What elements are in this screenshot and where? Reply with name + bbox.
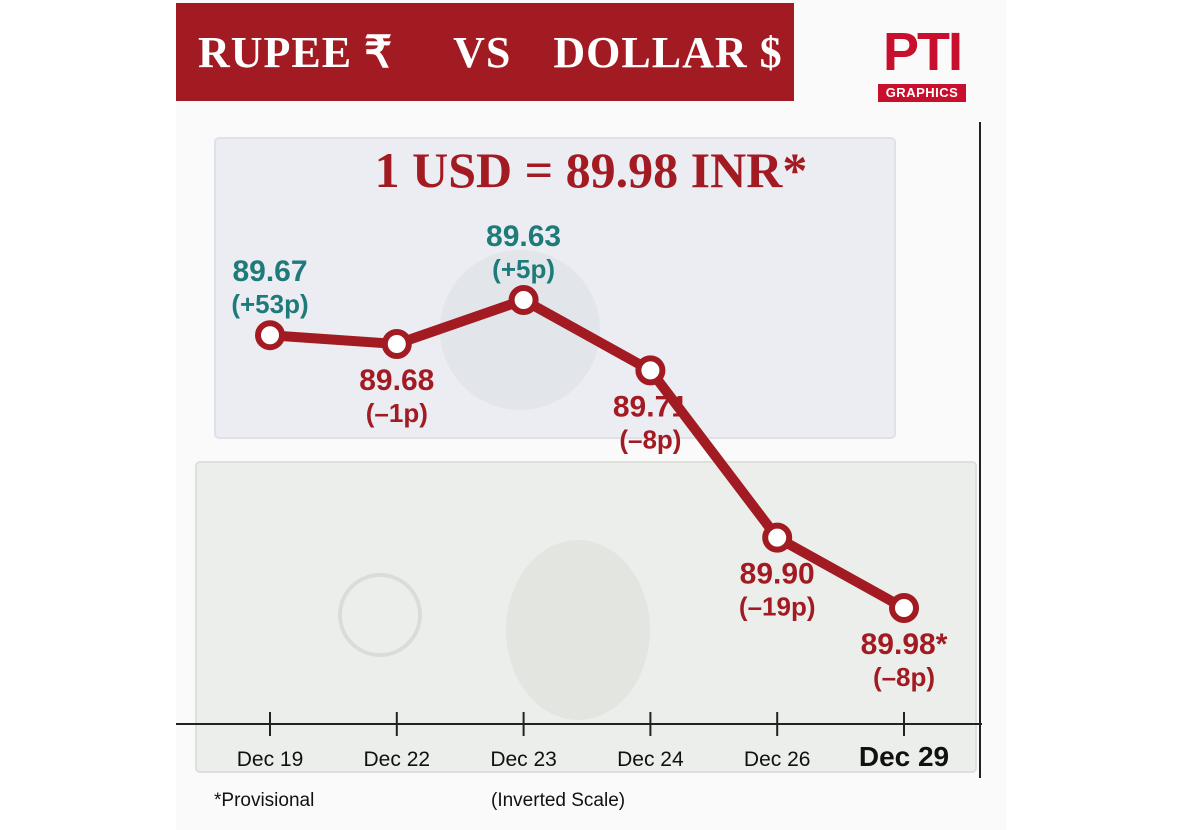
dollar-note-portrait [506, 540, 650, 720]
banner-dollar: DOLLAR $ [553, 27, 783, 77]
data-change-label: (–8p) [873, 662, 935, 692]
x-tick-labels: Dec 19 Dec 22 Dec 23 Dec 24 Dec 26 Dec 29 [237, 741, 949, 772]
pti-logo-mark: PTI [876, 22, 968, 82]
x-tick-label: Dec 19 [237, 748, 304, 771]
x-ticks [269, 712, 905, 736]
data-points [255, 285, 919, 623]
pti-logo-subtitle: GRAPHICS [878, 84, 966, 102]
data-change-label: (–8p) [619, 424, 681, 454]
rate-headline: 1 USD = 89.98 INR* [374, 142, 808, 198]
provisional-footnote: *Provisional [214, 790, 315, 811]
dollar-note-seal [338, 573, 422, 657]
series-line [265, 295, 909, 613]
data-value-label: 89.90 [740, 558, 815, 591]
data-point [255, 320, 285, 351]
data-point [508, 285, 539, 315]
x-tick-label: Dec 26 [744, 748, 811, 771]
x-tick-label: Dec 24 [617, 748, 684, 771]
data-point [635, 355, 666, 386]
inverted-scale-note: (Inverted Scale) [491, 790, 626, 811]
data-point [889, 593, 919, 623]
data-value-label: 89.63 [486, 220, 561, 253]
rupee-note-portrait [440, 250, 600, 410]
data-point [381, 329, 412, 359]
data-labels: 89.67(+53p)89.68(–1p)89.63(+5p)89.71(–8p… [231, 220, 947, 692]
data-change-label: (+53p) [231, 289, 308, 319]
x-tick-label: Dec 23 [490, 748, 557, 771]
data-value-label: 89.98* [861, 628, 948, 661]
data-value-label: 89.67 [232, 255, 307, 288]
data-value-label: 89.68 [359, 364, 434, 397]
banner-vs: VS [453, 27, 512, 77]
data-change-label: (–1p) [366, 398, 428, 428]
data-change-label: (+5p) [492, 254, 555, 284]
title-banner: RUPEE ₹ VS DOLLAR $ [176, 3, 794, 101]
x-tick-label: Dec 22 [364, 748, 431, 771]
data-point [762, 522, 793, 553]
pti-graphics-logo: PTI GRAPHICS [876, 22, 968, 102]
banknote-backdrop [195, 137, 977, 773]
data-value-label: 89.71 [613, 390, 688, 423]
data-change-label: (–19p) [739, 592, 816, 622]
banner-rupee: RUPEE ₹ [198, 27, 394, 77]
x-tick-label: Dec 29 [859, 741, 949, 772]
